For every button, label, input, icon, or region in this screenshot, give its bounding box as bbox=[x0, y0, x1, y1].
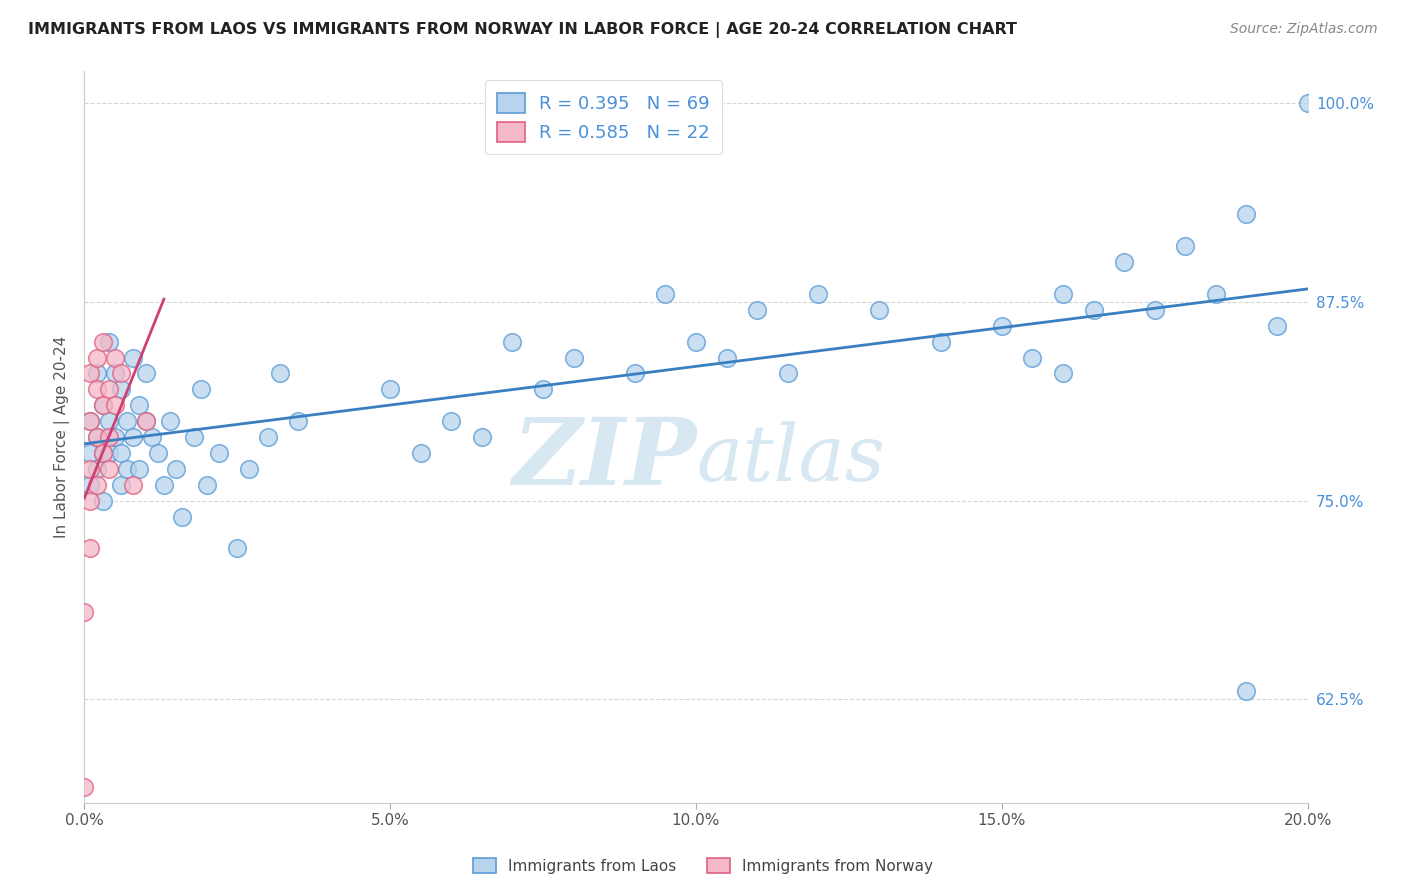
Point bbox=[287, 414, 309, 428]
Y-axis label: In Labor Force | Age 20-24: In Labor Force | Age 20-24 bbox=[55, 336, 70, 538]
Point bbox=[269, 367, 291, 381]
Point bbox=[1083, 302, 1105, 317]
Point bbox=[104, 430, 127, 444]
Point bbox=[1021, 351, 1043, 365]
Point bbox=[122, 430, 145, 444]
Point bbox=[79, 462, 101, 476]
Point bbox=[716, 351, 738, 365]
Text: atlas: atlas bbox=[696, 421, 884, 497]
Point bbox=[97, 414, 120, 428]
Point bbox=[502, 334, 524, 349]
Point bbox=[991, 318, 1014, 333]
Point bbox=[79, 541, 101, 556]
Point bbox=[86, 383, 108, 397]
Point bbox=[165, 462, 187, 476]
Point bbox=[440, 414, 463, 428]
Point bbox=[183, 430, 205, 444]
Point bbox=[73, 780, 96, 794]
Point bbox=[238, 462, 260, 476]
Text: Source: ZipAtlas.com: Source: ZipAtlas.com bbox=[1230, 22, 1378, 37]
Point bbox=[110, 367, 132, 381]
Point bbox=[79, 446, 101, 460]
Point bbox=[104, 398, 127, 412]
Legend: Immigrants from Laos, Immigrants from Norway: Immigrants from Laos, Immigrants from No… bbox=[467, 852, 939, 880]
Point bbox=[1052, 367, 1074, 381]
Point bbox=[685, 334, 707, 349]
Point bbox=[86, 367, 108, 381]
Point bbox=[146, 446, 169, 460]
Point bbox=[1174, 239, 1197, 253]
Point bbox=[97, 462, 120, 476]
Point bbox=[122, 477, 145, 491]
Point bbox=[115, 414, 138, 428]
Point bbox=[86, 430, 108, 444]
Point bbox=[190, 383, 212, 397]
Point bbox=[79, 477, 101, 491]
Point bbox=[1236, 207, 1258, 221]
Point bbox=[1205, 287, 1227, 301]
Point bbox=[1143, 302, 1166, 317]
Point bbox=[257, 430, 280, 444]
Point bbox=[73, 605, 96, 619]
Point bbox=[869, 302, 891, 317]
Point bbox=[110, 446, 132, 460]
Point bbox=[135, 414, 157, 428]
Point bbox=[747, 302, 769, 317]
Point bbox=[153, 477, 176, 491]
Point bbox=[929, 334, 952, 349]
Point bbox=[97, 446, 120, 460]
Point bbox=[122, 351, 145, 365]
Point bbox=[115, 462, 138, 476]
Point bbox=[409, 446, 432, 460]
Point bbox=[91, 398, 114, 412]
Point bbox=[110, 477, 132, 491]
Point bbox=[1296, 96, 1319, 111]
Point bbox=[471, 430, 494, 444]
Point bbox=[91, 493, 114, 508]
Point bbox=[79, 493, 101, 508]
Point bbox=[86, 477, 108, 491]
Point bbox=[97, 383, 120, 397]
Point bbox=[110, 383, 132, 397]
Point bbox=[226, 541, 249, 556]
Point bbox=[208, 446, 231, 460]
Point bbox=[159, 414, 181, 428]
Point bbox=[79, 414, 101, 428]
Point bbox=[104, 351, 127, 365]
Point bbox=[104, 367, 127, 381]
Text: IMMIGRANTS FROM LAOS VS IMMIGRANTS FROM NORWAY IN LABOR FORCE | AGE 20-24 CORREL: IMMIGRANTS FROM LAOS VS IMMIGRANTS FROM … bbox=[28, 22, 1017, 38]
Point bbox=[1052, 287, 1074, 301]
Point bbox=[1265, 318, 1288, 333]
Point bbox=[135, 367, 157, 381]
Point bbox=[141, 430, 163, 444]
Point bbox=[135, 414, 157, 428]
Point bbox=[79, 367, 101, 381]
Point bbox=[380, 383, 402, 397]
Point bbox=[531, 383, 554, 397]
Point bbox=[807, 287, 830, 301]
Point bbox=[654, 287, 676, 301]
Legend: R = 0.395   N = 69, R = 0.585   N = 22: R = 0.395 N = 69, R = 0.585 N = 22 bbox=[485, 80, 723, 154]
Point bbox=[97, 430, 120, 444]
Point bbox=[128, 398, 150, 412]
Point bbox=[91, 334, 114, 349]
Point bbox=[91, 446, 114, 460]
Point bbox=[562, 351, 585, 365]
Point bbox=[624, 367, 647, 381]
Text: ZIP: ZIP bbox=[512, 414, 696, 504]
Point bbox=[91, 398, 114, 412]
Point bbox=[776, 367, 799, 381]
Point bbox=[128, 462, 150, 476]
Point bbox=[91, 446, 114, 460]
Point bbox=[79, 414, 101, 428]
Point bbox=[195, 477, 218, 491]
Point bbox=[97, 334, 120, 349]
Point bbox=[1114, 255, 1136, 269]
Point bbox=[1236, 684, 1258, 698]
Point bbox=[86, 351, 108, 365]
Point bbox=[86, 430, 108, 444]
Point bbox=[172, 509, 194, 524]
Point bbox=[86, 462, 108, 476]
